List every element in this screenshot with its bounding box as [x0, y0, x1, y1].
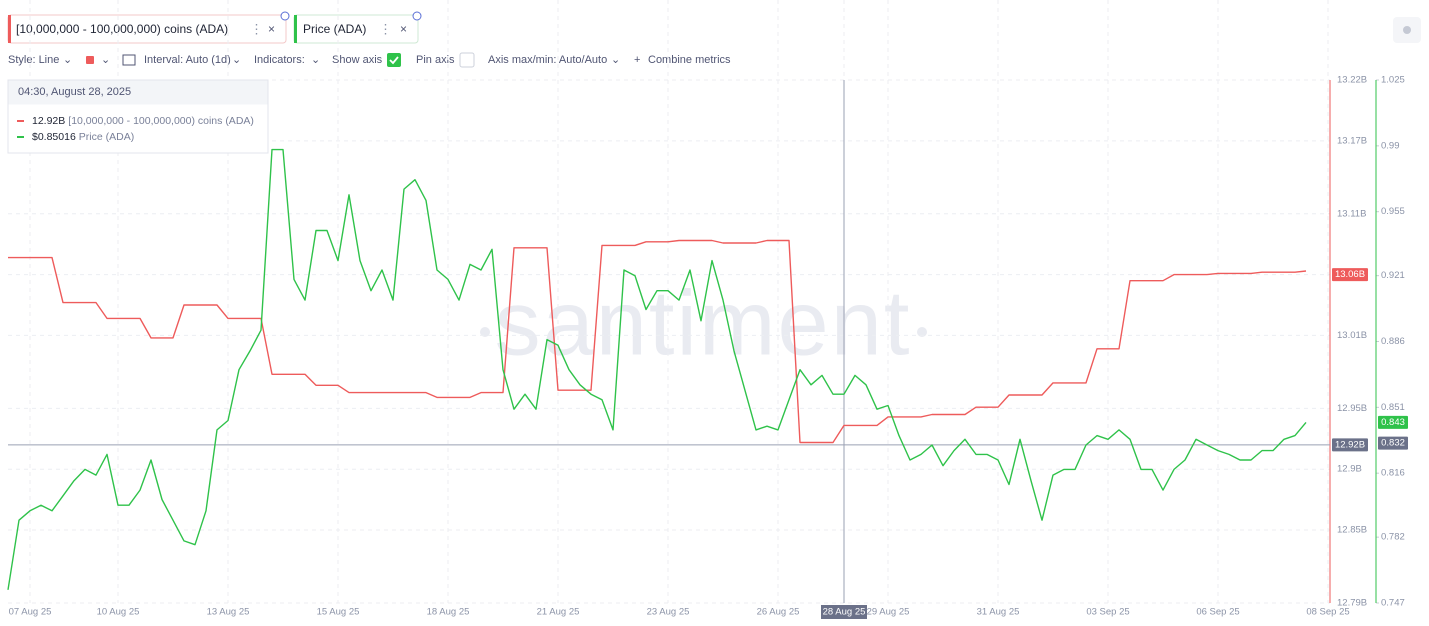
x-tick-label: 18 Aug 25 [427, 607, 470, 618]
x-tick-label: 07 Aug 25 [9, 607, 52, 618]
series-line [7, 148, 1307, 590]
watermark-dot [917, 327, 927, 337]
tooltip-value: $0.85016 [32, 131, 76, 143]
y-tick-label: 13.22B [1337, 75, 1367, 86]
value-badge [1378, 436, 1408, 450]
plus: + [634, 54, 640, 66]
interval-icon [122, 54, 136, 66]
x-tick-label: 06 Sep 25 [1196, 607, 1239, 618]
x-tick-label: 15 Aug 25 [317, 607, 360, 618]
y2-tick-label: 0.782 [1381, 532, 1405, 543]
tooltip-row: 12.92B [10,000,000 - 100,000,000) coins (… [32, 115, 254, 127]
y2-tick-label: 0.851 [1381, 402, 1405, 413]
x-tick-label: 21 Aug 25 [537, 607, 580, 618]
value-badge [1332, 268, 1368, 282]
y-tick-label: 12.85B [1337, 525, 1367, 536]
show-axis-checkbox[interactable] [387, 53, 401, 67]
x-tick-label: 03 Sep 25 [1086, 607, 1129, 618]
tag-color [294, 15, 297, 43]
y2-tick-label: 0.99 [1381, 140, 1400, 151]
chevron: ⌄ [63, 54, 72, 66]
y2-tick-label: 1.025 [1381, 75, 1405, 86]
chevron: ⌄ [311, 54, 320, 66]
y2-tick-label: 0.816 [1381, 468, 1405, 479]
y2-tick-label: 0.747 [1381, 598, 1405, 609]
watermark-dot [480, 327, 490, 337]
y-tick-label: 12.9B [1337, 464, 1362, 475]
style-select[interactable]: Style: Line [8, 54, 59, 66]
check [389, 56, 399, 65]
x-tick-label: 26 Aug 25 [757, 607, 800, 618]
tag-color [8, 15, 11, 43]
axis-minmax-select[interactable]: Axis max/min: Auto/Auto [488, 54, 607, 66]
y2-tick-label: 0.955 [1381, 206, 1405, 217]
tooltip-metric: Price (ADA) [79, 131, 134, 143]
value-badge-label: 0.832 [1381, 438, 1405, 449]
show-axis-label[interactable]: Show axis [332, 54, 383, 66]
interval-select[interactable]: Interval: Auto (1d) [144, 54, 231, 66]
y-tick-label: 13.11B [1337, 208, 1366, 219]
color-select[interactable] [86, 56, 94, 64]
chevron: ⌄ [611, 54, 620, 66]
series-line [8, 239, 1307, 444]
crosshair-x-label: 28 Aug 25 [823, 607, 866, 618]
tag-menu[interactable]: ⋮ [379, 21, 392, 36]
tooltip-header [8, 80, 268, 105]
tag-close[interactable]: × [268, 22, 275, 36]
x-tick-label: 08 Sep 25 [1306, 607, 1349, 618]
indicators-select[interactable]: Indicators: [254, 54, 305, 66]
x-tick-label: 29 Aug 25 [867, 607, 910, 618]
tag-label: [10,000,000 - 100,000,000) coins (ADA) [16, 22, 228, 36]
tag-close[interactable]: × [400, 22, 407, 36]
y-tick-label: 12.95B [1337, 403, 1367, 414]
value-badge-label: 12.92B [1335, 439, 1365, 450]
x-tick-label: 10 Aug 25 [97, 607, 140, 618]
y-tick-label: 13.01B [1337, 330, 1367, 341]
tag-settings[interactable] [280, 11, 290, 21]
watermark: santiment [495, 272, 912, 374]
value-badge [1378, 415, 1408, 429]
y2-tick-label: 0.886 [1381, 336, 1405, 347]
x-tick-label: 31 Aug 25 [977, 607, 1020, 618]
tooltip-time: 04:30, August 28, 2025 [18, 86, 131, 98]
combine-metrics[interactable]: Combine metrics [648, 54, 731, 66]
y-tick-label: 12.79B [1337, 598, 1367, 609]
button-icon [1403, 26, 1411, 34]
y2-tick-label: 0.921 [1381, 270, 1405, 281]
value-badge-label: 0.843 [1381, 417, 1405, 428]
value-badge-label: 13.06B [1335, 269, 1365, 280]
tooltip-metric: [10,000,000 - 100,000,000) coins (ADA) [68, 115, 254, 127]
chevron: ⌄ [101, 54, 110, 66]
x-tick-label: 23 Aug 25 [647, 607, 690, 618]
value-badge [1332, 438, 1368, 452]
tooltip-row: $0.85016 Price (ADA) [32, 131, 134, 143]
pin-axis-label[interactable]: Pin axis [416, 54, 455, 66]
chevron: ⌄ [232, 54, 241, 66]
y-tick-label: 13.17B [1337, 135, 1367, 146]
x-tick-label: 13 Aug 25 [207, 607, 250, 618]
tooltip-value: 12.92B [32, 115, 65, 127]
tag-label: Price (ADA) [303, 22, 366, 36]
pin-axis-checkbox[interactable] [459, 52, 475, 68]
crosshair-x-badge [821, 605, 867, 619]
tag-settings[interactable] [412, 11, 422, 21]
tag-menu[interactable]: ⋮ [250, 21, 263, 36]
